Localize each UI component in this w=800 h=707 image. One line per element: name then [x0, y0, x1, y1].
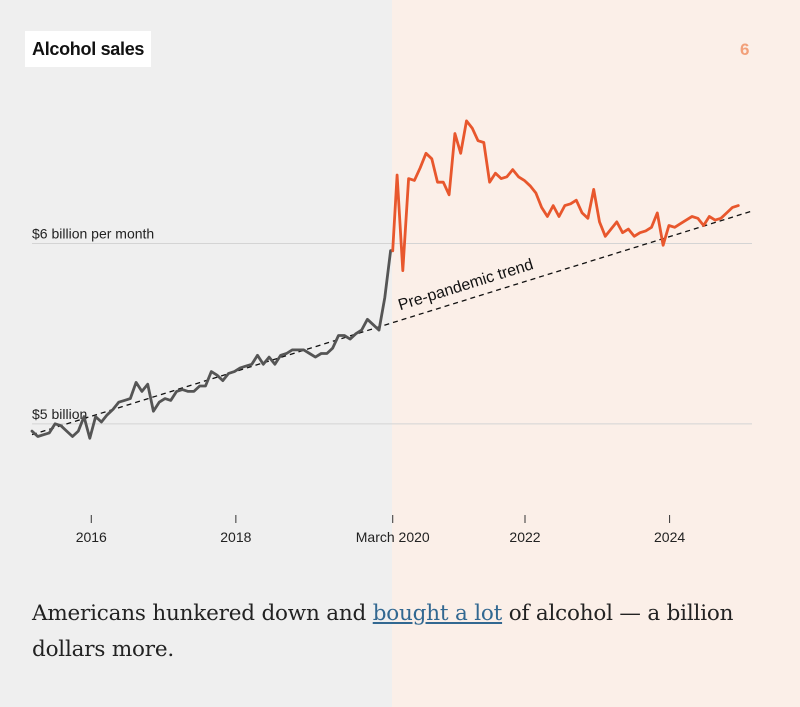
pre-pandemic-series-line	[30, 249, 395, 440]
series-layer	[30, 119, 740, 440]
caption-text-after: of alcohol — a billion dollars more.	[32, 601, 734, 662]
chart-title-box: Alcohol sales	[25, 31, 152, 67]
x-tick-label: 2016	[76, 529, 107, 545]
caption-text-before: Americans hunkered down and	[32, 601, 373, 626]
gridline-label: $6 billion per month	[32, 226, 154, 242]
x-tick-label: 2022	[509, 529, 540, 545]
post-pandemic-background	[392, 0, 800, 707]
x-tick-label: March 2020	[356, 529, 430, 545]
post-pandemic-series-line	[391, 119, 740, 273]
slide-number: 6	[740, 40, 750, 59]
x-tick-label: 2024	[654, 529, 685, 545]
x-axis: 2016 2018 March 2020 2022 2024	[76, 515, 685, 545]
alcohol-sales-chart: $5 billion$6 billion per month Pre-pande…	[30, 119, 753, 545]
x-tick-label: 2018	[220, 529, 251, 545]
bought-a-lot-link[interactable]: bought a lot	[372, 601, 503, 626]
chart-title: Alcohol sales	[32, 38, 145, 59]
caption-paragraph: Americans hunkered down and bought a lot…	[32, 596, 772, 668]
gridlines: $5 billion $6 billion per month	[32, 226, 752, 425]
gridline-label: $5 billion	[32, 406, 87, 422]
